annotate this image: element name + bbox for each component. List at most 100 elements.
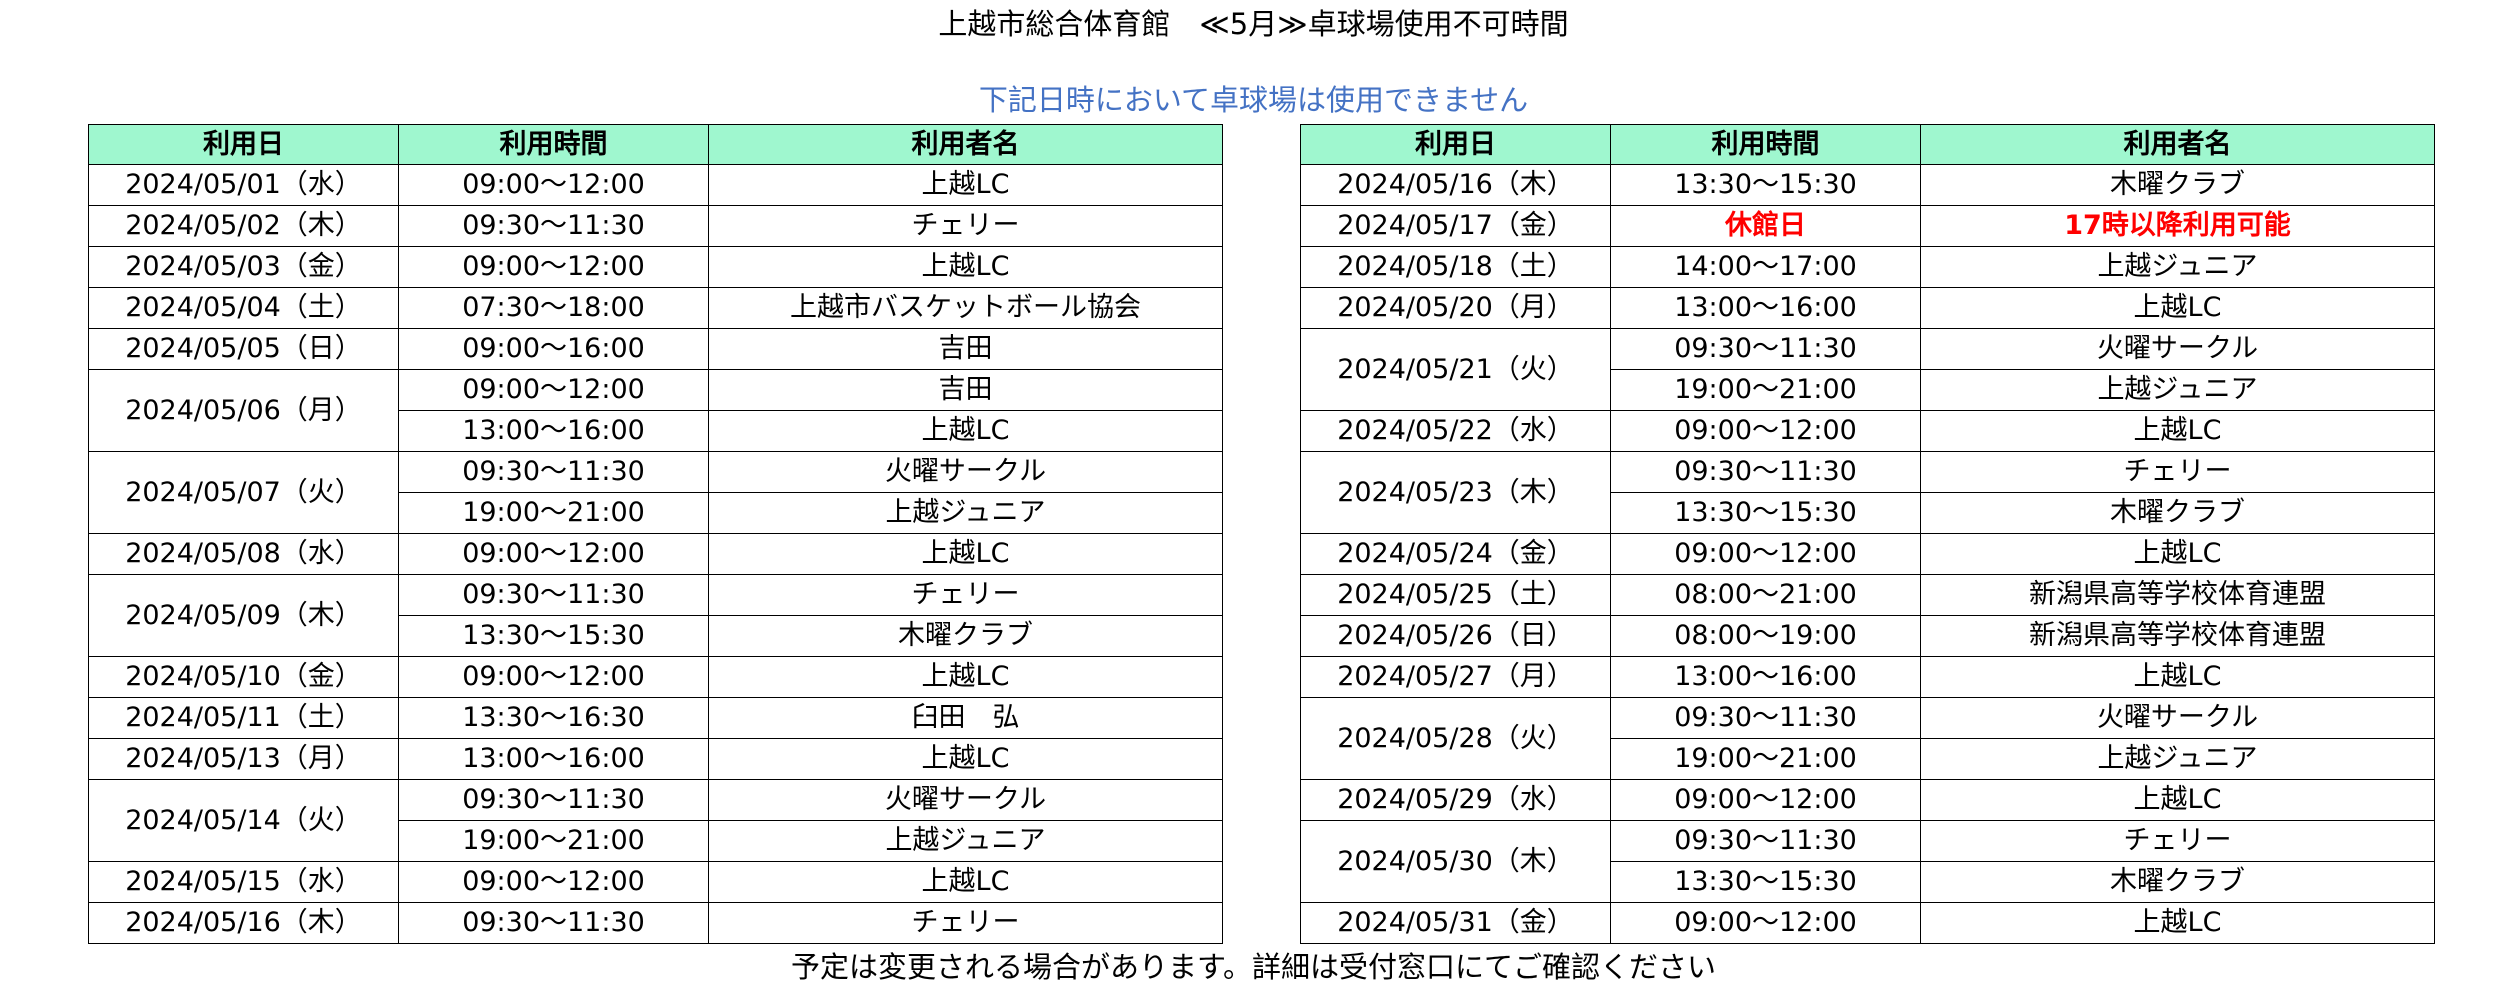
table-row: 2024/05/10（金） 09:00～12:00 上越LC — [88, 656, 1223, 698]
user-cell: 上越LC — [1920, 533, 2435, 575]
date-cell: 2024/05/25（土） — [1300, 574, 1611, 616]
user-cell: チェリー — [1920, 451, 2435, 493]
time-cell: 19:00～21:00 — [1610, 369, 1921, 411]
table-row: 2024/05/07（火） 09:30～11:30 火曜サークル — [88, 451, 1223, 534]
date-cell: 2024/05/27（月） — [1300, 656, 1611, 698]
user-cell: 上越LC — [708, 656, 1223, 698]
user-cell: 上越LC — [1920, 902, 2435, 944]
table-row: 2024/05/30（木） 09:30～11:30 チェリー — [1300, 820, 2435, 903]
user-cell: 上越市バスケットボール協会 — [708, 287, 1223, 329]
table-row: 2024/05/09（木） 09:30～11:30 チェリー — [88, 574, 1223, 657]
user-cell: 上越ジュニア — [1920, 738, 2435, 780]
time-cell: 13:00～16:00 — [1610, 656, 1921, 698]
user-cell: 上越ジュニア — [1920, 369, 2435, 411]
table-row: 2024/05/04（土） 07:30～18:00 上越市バスケットボール協会 — [88, 287, 1223, 329]
user-cell: 吉田 — [708, 369, 1223, 411]
table-row: 2024/05/16（木） 13:30～15:30 木曜クラブ — [1300, 164, 2435, 206]
table-row: 2024/05/06（月） 09:00～12:00 吉田 — [88, 369, 1223, 452]
table-row: 19:00～21:00 上越ジュニア — [1301, 738, 2435, 780]
user-cell: チェリー — [1920, 820, 2435, 862]
date-cell: 2024/05/07（火） — [88, 451, 399, 534]
user-cell: 火曜サークル — [1920, 697, 2435, 739]
time-cell: 09:30～11:30 — [1610, 820, 1921, 862]
date-cell: 2024/05/02（木） — [88, 205, 399, 247]
header-row: 利用日 利用時間 利用者名 — [1300, 124, 2435, 165]
time-cell: 19:00～21:00 — [398, 492, 709, 534]
user-cell: 上越LC — [708, 164, 1223, 206]
user-cell: 上越LC — [1920, 656, 2435, 698]
date-cell: 2024/05/30（木） — [1300, 820, 1611, 903]
table-row: 2024/05/28（火） 09:30～11:30 火曜サークル — [1300, 697, 2435, 780]
date-cell: 2024/05/15（水） — [88, 861, 399, 903]
notice-subtitle: 下記日時において卓球場は使用できません — [978, 83, 1529, 117]
time-cell: 09:30～11:30 — [398, 574, 709, 616]
user-cell: 臼田 弘 — [708, 697, 1223, 739]
time-cell: 13:00～16:00 — [398, 738, 709, 780]
header-date: 利用日 — [88, 124, 399, 165]
date-cell: 2024/05/29（水） — [1300, 779, 1611, 821]
time-cell: 09:00～16:00 — [398, 328, 709, 370]
table-row: 2024/05/16（木） 09:30～11:30 チェリー — [88, 902, 1223, 944]
user-cell: 上越LC — [1920, 779, 2435, 821]
time-cell: 13:30～15:30 — [1610, 164, 1921, 206]
time-cell: 09:30～11:30 — [398, 451, 709, 493]
user-cell: 火曜サークル — [708, 451, 1223, 493]
table-row: 2024/05/22（水） 09:00～12:00 上越LC — [1300, 410, 2435, 452]
table-row: 2024/05/25（土） 08:00～21:00 新潟県高等学校体育連盟 — [1300, 574, 2435, 616]
time-cell: 13:30～15:30 — [1610, 861, 1921, 903]
table-row: 13:30～15:30 木曜クラブ — [1301, 861, 2435, 903]
user-cell: 吉田 — [708, 328, 1223, 370]
user-cell: チェリー — [708, 574, 1223, 616]
table-row: 2024/05/11（土） 13:30～16:30 臼田 弘 — [88, 697, 1223, 739]
date-cell: 2024/05/24（金） — [1300, 533, 1611, 575]
time-cell: 14:00～17:00 — [1610, 246, 1921, 288]
table-row: 2024/05/14（火） 09:30～11:30 火曜サークル — [88, 779, 1223, 862]
table-row: 2024/05/23（木） 09:30～11:30 チェリー — [1300, 451, 2435, 534]
time-cell: 13:30～15:30 — [1610, 492, 1921, 534]
user-cell: 上越LC — [708, 533, 1223, 575]
table-row: 2024/05/31（金） 09:00～12:00 上越LC — [1300, 902, 2435, 944]
user-cell: 上越ジュニア — [708, 492, 1223, 534]
time-cell: 09:30～11:30 — [398, 779, 709, 821]
date-cell: 2024/05/06（月） — [88, 369, 399, 452]
header-user: 利用者名 — [708, 124, 1223, 165]
user-cell: 木曜クラブ — [1920, 861, 2435, 903]
table-row: 2024/05/17（金） 休館日 17時以降利用可能 — [1300, 205, 2435, 247]
user-cell: 上越LC — [1920, 287, 2435, 329]
date-cell: 2024/05/22（水） — [1300, 410, 1611, 452]
user-cell: 上越ジュニア — [708, 820, 1223, 862]
header-date: 利用日 — [1300, 124, 1611, 165]
time-cell: 08:00～19:00 — [1610, 615, 1921, 657]
time-cell: 13:00～16:00 — [1610, 287, 1921, 329]
time-cell: 09:00～12:00 — [398, 369, 709, 411]
user-cell: 上越LC — [708, 861, 1223, 903]
user-cell: チェリー — [708, 902, 1223, 944]
date-cell: 2024/05/03（金） — [88, 246, 399, 288]
time-cell: 19:00～21:00 — [398, 820, 709, 862]
time-cell: 09:00～12:00 — [1610, 902, 1921, 944]
time-cell: 09:00～12:00 — [398, 533, 709, 575]
user-cell: 木曜クラブ — [1920, 492, 2435, 534]
date-cell: 2024/05/14（火） — [88, 779, 399, 862]
time-cell: 09:00～12:00 — [398, 246, 709, 288]
time-cell: 09:30～11:30 — [398, 902, 709, 944]
date-cell: 2024/05/13（月） — [88, 738, 399, 780]
time-cell: 09:30～11:30 — [1610, 697, 1921, 739]
date-cell: 2024/05/20（月） — [1300, 287, 1611, 329]
user-cell: 新潟県高等学校体育連盟 — [1920, 615, 2435, 657]
table-row: 2024/05/29（水） 09:00～12:00 上越LC — [1300, 779, 2435, 821]
header-row: 利用日 利用時間 利用者名 — [88, 124, 1223, 165]
schedule-table-left: 利用日 利用時間 利用者名 2024/05/01（水） 09:00～12:00 上越… — [88, 124, 1223, 944]
date-cell: 2024/05/31（金） — [1300, 902, 1611, 944]
time-cell: 09:00～12:00 — [398, 164, 709, 206]
user-cell: 木曜クラブ — [1920, 164, 2435, 206]
table-row: 2024/05/02（木） 09:30～11:30 チェリー — [88, 205, 1223, 247]
time-cell: 07:30～18:00 — [398, 287, 709, 329]
time-cell: 09:00～12:00 — [398, 861, 709, 903]
time-cell: 13:30～15:30 — [398, 615, 709, 657]
table-row: 2024/05/15（水） 09:00～12:00 上越LC — [88, 861, 1223, 903]
date-cell: 2024/05/10（金） — [88, 656, 399, 698]
time-cell: 19:00～21:00 — [1610, 738, 1921, 780]
header-time: 利用時間 — [1610, 124, 1921, 165]
user-cell: 新潟県高等学校体育連盟 — [1920, 574, 2435, 616]
